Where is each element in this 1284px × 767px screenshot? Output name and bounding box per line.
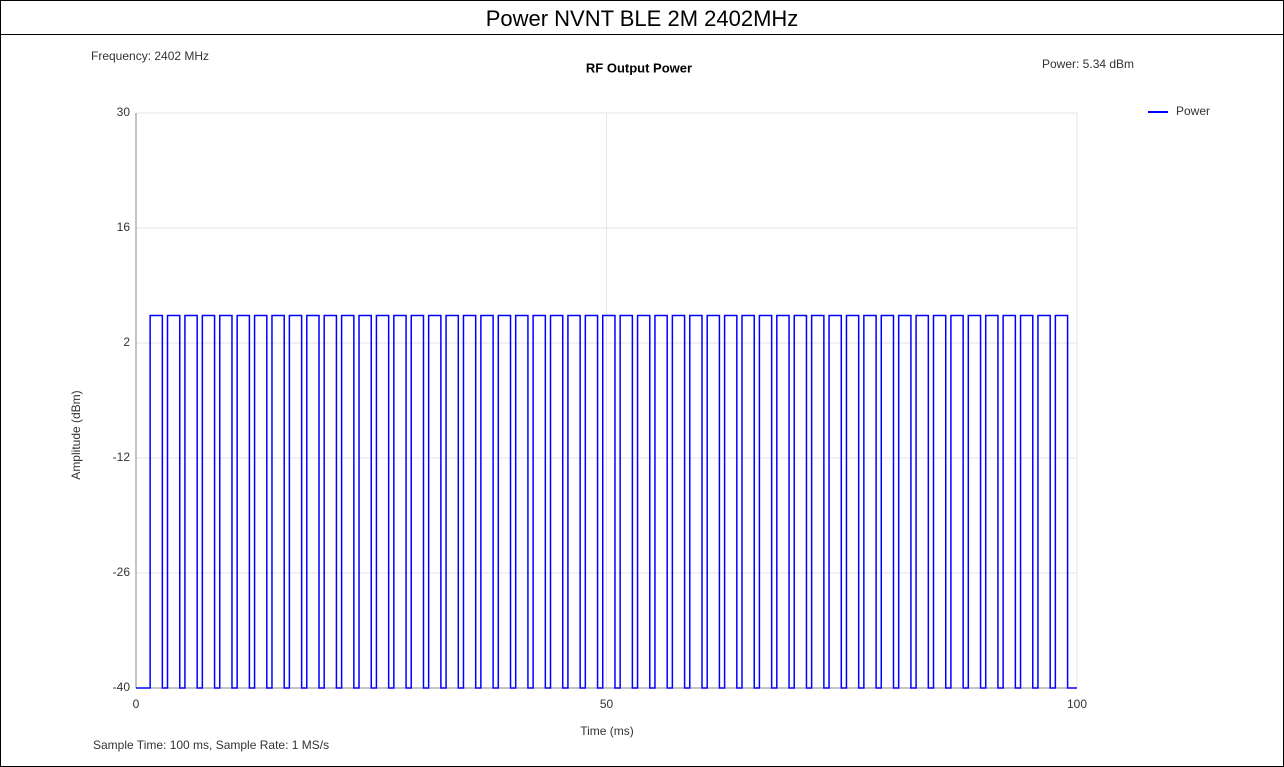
y-tick-label: -12 xyxy=(113,450,131,464)
sample-note: Sample Time: 100 ms, Sample Rate: 1 MS/s xyxy=(93,738,329,752)
chart-title: RF Output Power xyxy=(586,60,692,75)
y-tick-label: 16 xyxy=(117,220,131,234)
legend-label: Power xyxy=(1176,104,1210,118)
y-tick-label: -40 xyxy=(113,680,131,694)
x-tick-label: 50 xyxy=(600,697,614,711)
frequency-note: Frequency: 2402 MHz xyxy=(91,49,209,63)
y-tick-label: 30 xyxy=(117,105,131,119)
line-series xyxy=(136,314,1077,689)
chart: Frequency: 2402 MHz Power: 5.34 dBm Samp… xyxy=(69,49,1210,752)
y-axis-label: Amplitude (dBm) xyxy=(69,390,83,479)
x-axis-label: Time (ms) xyxy=(580,724,634,738)
x-tick-label: 100 xyxy=(1067,697,1087,711)
y-tick-label: -26 xyxy=(113,565,131,579)
page-header: Power NVNT BLE 2M 2402MHz xyxy=(1,1,1283,35)
y-tick-label: 2 xyxy=(123,335,130,349)
power-note: Power: 5.34 dBm xyxy=(1042,57,1134,71)
x-tick-label: 0 xyxy=(133,697,140,711)
